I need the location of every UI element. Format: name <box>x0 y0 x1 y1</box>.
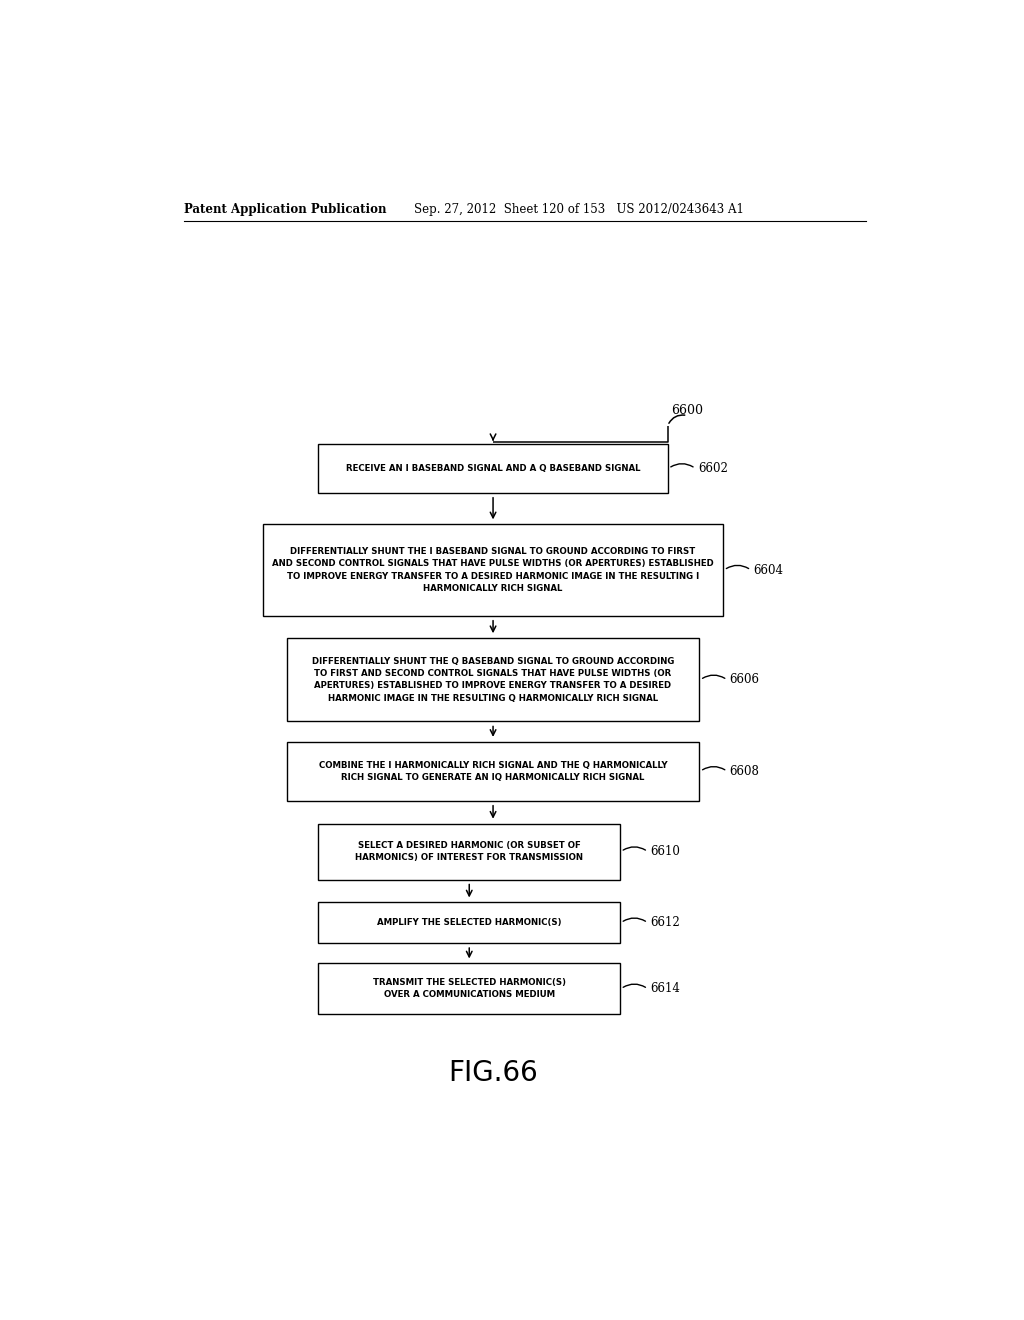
Text: 6602: 6602 <box>697 462 728 475</box>
FancyBboxPatch shape <box>318 903 620 942</box>
FancyBboxPatch shape <box>318 444 668 492</box>
Text: Sep. 27, 2012  Sheet 120 of 153   US 2012/0243643 A1: Sep. 27, 2012 Sheet 120 of 153 US 2012/0… <box>414 203 743 215</box>
Text: RECEIVE AN I BASEBAND SIGNAL AND A Q BASEBAND SIGNAL: RECEIVE AN I BASEBAND SIGNAL AND A Q BAS… <box>346 463 640 473</box>
Text: 6610: 6610 <box>650 845 680 858</box>
Text: 6604: 6604 <box>754 564 783 577</box>
Text: SELECT A DESIRED HARMONIC (OR SUBSET OF
HARMONICS) OF INTEREST FOR TRANSMISSION: SELECT A DESIRED HARMONIC (OR SUBSET OF … <box>355 841 584 862</box>
Text: 6608: 6608 <box>729 764 760 777</box>
Text: COMBINE THE I HARMONICALLY RICH SIGNAL AND THE Q HARMONICALLY
RICH SIGNAL TO GEN: COMBINE THE I HARMONICALLY RICH SIGNAL A… <box>318 760 668 781</box>
FancyBboxPatch shape <box>287 638 699 722</box>
Text: 6600: 6600 <box>672 404 703 417</box>
FancyBboxPatch shape <box>318 964 620 1014</box>
Text: DIFFERENTIALLY SHUNT THE I BASEBAND SIGNAL TO GROUND ACCORDING TO FIRST
AND SECO: DIFFERENTIALLY SHUNT THE I BASEBAND SIGN… <box>272 548 714 593</box>
Text: FIG.66: FIG.66 <box>449 1059 538 1088</box>
Text: 6612: 6612 <box>650 916 680 929</box>
Text: Patent Application Publication: Patent Application Publication <box>183 203 386 215</box>
Text: 6614: 6614 <box>650 982 680 995</box>
Text: AMPLIFY THE SELECTED HARMONIC(S): AMPLIFY THE SELECTED HARMONIC(S) <box>377 919 561 927</box>
Text: TRANSMIT THE SELECTED HARMONIC(S)
OVER A COMMUNICATIONS MEDIUM: TRANSMIT THE SELECTED HARMONIC(S) OVER A… <box>373 978 565 999</box>
Text: 6606: 6606 <box>729 673 760 686</box>
Text: DIFFERENTIALLY SHUNT THE Q BASEBAND SIGNAL TO GROUND ACCORDING
TO FIRST AND SECO: DIFFERENTIALLY SHUNT THE Q BASEBAND SIGN… <box>312 657 674 702</box>
FancyBboxPatch shape <box>318 824 620 879</box>
FancyBboxPatch shape <box>263 524 723 616</box>
FancyBboxPatch shape <box>287 742 699 801</box>
